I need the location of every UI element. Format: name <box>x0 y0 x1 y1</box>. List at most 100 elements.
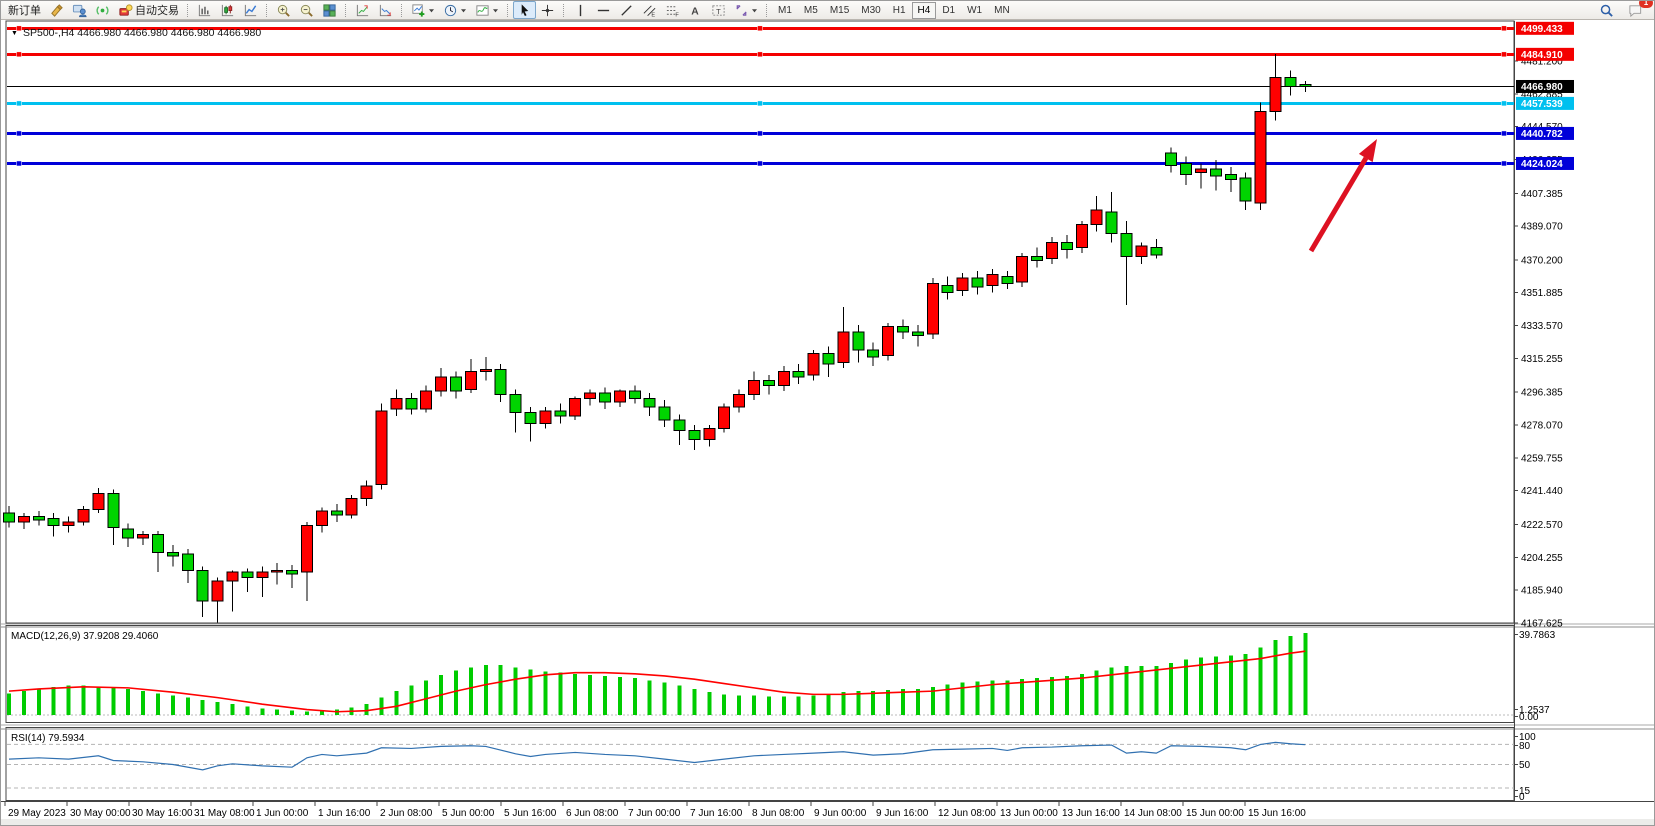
macd-histogram-bar <box>990 680 995 715</box>
template-button[interactable] <box>471 1 503 19</box>
candle-body <box>375 410 388 485</box>
signal-button[interactable] <box>91 1 114 19</box>
macd-histogram-bar <box>1184 659 1189 715</box>
period-clock-button[interactable] <box>439 1 471 19</box>
candle-body <box>911 331 924 337</box>
search-button[interactable] <box>1595 1 1618 19</box>
add-indicator-button[interactable] <box>407 1 439 19</box>
macd-panel[interactable] <box>5 625 1515 723</box>
line-chart-button[interactable] <box>239 1 262 19</box>
macd-histogram-bar <box>394 691 399 715</box>
timeframe-MN-button[interactable]: MN <box>994 4 1010 16</box>
macd-histogram-bar <box>290 710 295 715</box>
chat-button[interactable]: 1 <box>1624 1 1653 19</box>
line-handle[interactable] <box>16 51 22 58</box>
candle-body <box>166 551 179 557</box>
line-handle[interactable] <box>1501 25 1507 32</box>
macd-histogram-bar <box>737 695 742 715</box>
macd-histogram-bar <box>617 677 622 715</box>
rsi-scale-label: 15 <box>1519 786 1531 797</box>
order-hammer-icon <box>51 3 63 17</box>
timeframe-M1-button[interactable]: M1 <box>778 4 792 16</box>
text-label-button[interactable]: T <box>707 1 730 19</box>
candle-body <box>718 406 731 430</box>
profile-charts-button[interactable] <box>351 1 374 19</box>
order-hammer-button[interactable] <box>45 1 68 19</box>
price-tick-label: 4351.885 <box>1521 288 1563 299</box>
candle-body <box>390 397 403 410</box>
candle-body <box>301 525 313 573</box>
arrows-button[interactable] <box>730 1 762 19</box>
line-handle[interactable] <box>757 160 763 167</box>
fibonacci-button[interactable]: F <box>661 1 684 19</box>
candle-chart-button[interactable] <box>216 1 239 19</box>
crosshair-button[interactable] <box>536 1 559 19</box>
candle-body <box>643 397 656 408</box>
zoom-in-button[interactable] <box>272 1 295 19</box>
main-panel[interactable] <box>5 20 1515 624</box>
timeframe-H1-button[interactable]: H1 <box>892 4 906 16</box>
time-tick-label: 15 Jun 16:00 <box>1248 808 1306 819</box>
equidistant-channel-button[interactable]: E <box>638 1 661 19</box>
macd-histogram-bar <box>260 708 265 715</box>
vertical-line-button[interactable] <box>569 1 592 19</box>
line-handle[interactable] <box>16 130 22 137</box>
annotation-arrow-head <box>1358 139 1377 163</box>
candle-body <box>62 521 75 527</box>
zoom-out-icon <box>300 4 313 17</box>
line-handle[interactable] <box>1501 51 1507 58</box>
macd-histogram-bar <box>1020 679 1025 715</box>
text-button[interactable]: A <box>684 1 707 19</box>
candle-body <box>1239 177 1252 202</box>
candle-body <box>509 394 522 414</box>
line-handle[interactable] <box>16 25 22 32</box>
line-handle[interactable] <box>757 100 763 107</box>
macd-histogram-bar <box>930 686 935 715</box>
line-handle[interactable] <box>1501 100 1507 107</box>
macd-histogram-bar <box>468 667 473 715</box>
macd-histogram-bar <box>200 699 205 715</box>
trendline-button[interactable] <box>615 1 638 19</box>
macd-histogram-bar <box>51 686 56 715</box>
symbol-dropdown-icon[interactable]: ▼ <box>11 30 18 37</box>
line-handle[interactable] <box>757 130 763 137</box>
line-handle[interactable] <box>757 51 763 58</box>
timeframe-M15-button[interactable]: M15 <box>829 4 850 16</box>
horizontal-line-button[interactable] <box>592 1 615 19</box>
timeframe-H4-button[interactable]: H4 <box>911 1 937 19</box>
tile-windows-button[interactable] <box>318 1 341 19</box>
macd-scale-label: 1.2537 <box>1519 705 1550 716</box>
auto-trading-button[interactable]: 自动交易 <box>114 1 183 19</box>
line-handle[interactable] <box>757 25 763 32</box>
zoom-out-button[interactable] <box>295 1 318 19</box>
market-watch-button[interactable] <box>68 1 91 19</box>
macd-histogram-bar <box>752 695 756 715</box>
line-handle[interactable] <box>1501 160 1507 167</box>
status-strip <box>1 819 1654 825</box>
macd-label: MACD(12,26,9) 37.9208 29.4060 <box>11 631 159 642</box>
macd-histogram-bar <box>1228 655 1233 715</box>
price-tick-label: 4462.885 <box>1521 89 1563 100</box>
candle-body <box>152 533 164 553</box>
macd-histogram-bar <box>230 704 235 715</box>
macd-histogram-bar <box>1213 656 1218 715</box>
cursor-button[interactable] <box>513 1 536 19</box>
price-tick-label: 4241.440 <box>1521 486 1563 497</box>
annotation-arrow[interactable] <box>1308 156 1369 253</box>
line-handle[interactable] <box>1501 130 1507 137</box>
line-handle[interactable] <box>16 100 22 107</box>
bar-chart-button[interactable] <box>193 1 216 19</box>
macd-histogram-bar <box>960 682 965 715</box>
candle-body <box>420 390 433 410</box>
timeframe-W1-button[interactable]: W1 <box>967 4 983 16</box>
timeframe-D1-button[interactable]: D1 <box>942 4 956 16</box>
timeframe-M30-button[interactable]: M30 <box>861 4 881 16</box>
vertical-line-icon <box>579 4 582 16</box>
macd-histogram-bar <box>424 680 429 715</box>
line-handle[interactable] <box>16 160 22 167</box>
new-order-button[interactable]: 新订单 <box>4 1 45 19</box>
timeframe-M5-button[interactable]: M5 <box>803 4 818 16</box>
macd-histogram-bar <box>588 674 593 715</box>
profile-shift-button[interactable] <box>374 1 397 19</box>
